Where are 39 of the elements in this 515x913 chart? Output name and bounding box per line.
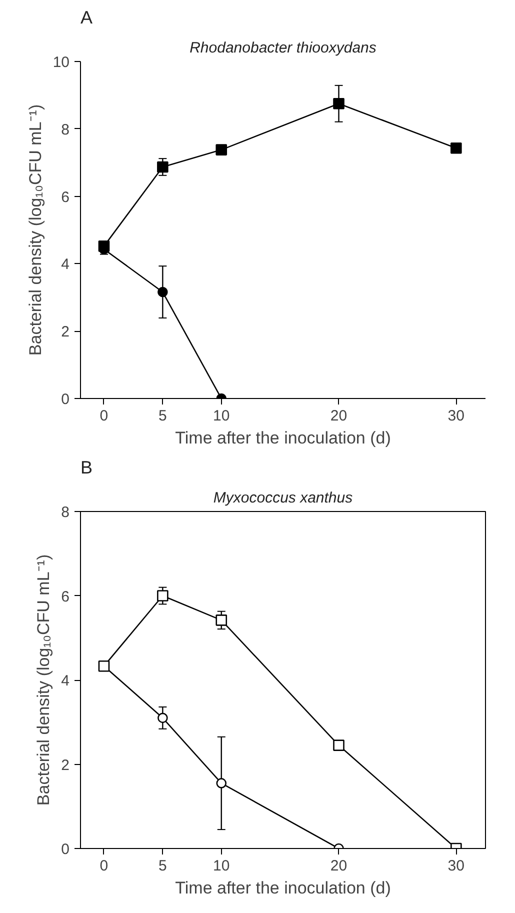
y-tick-label: 4 — [61, 672, 70, 690]
x-tick-label: 5 — [158, 408, 167, 424]
x-tick-label: 30 — [448, 858, 464, 874]
x-tick-label: 10 — [213, 408, 230, 424]
point — [450, 142, 462, 154]
point — [333, 98, 344, 110]
y-tick-label: 8 — [61, 504, 70, 521]
y-tick-label: 0 — [61, 391, 70, 408]
point — [158, 286, 168, 298]
x-tick-label: 20 — [330, 858, 348, 874]
y-axis-title: Bacterial density (log₁₀CFU mL⁻¹) — [34, 554, 54, 806]
y-tick-label: 6 — [61, 188, 70, 206]
y-tick-label: 0 — [61, 841, 70, 858]
point — [157, 161, 168, 173]
chart-title: Rhodanobacter thiooxydans — [190, 40, 377, 56]
y-tick-label: 10 — [52, 54, 70, 71]
x-tick-label: 0 — [100, 858, 108, 874]
point — [158, 712, 168, 724]
y-tick-label: 8 — [61, 121, 70, 138]
x-tick-label: 5 — [158, 858, 167, 874]
y-tick-label: 6 — [61, 588, 70, 606]
y-tick-label: 2 — [61, 756, 70, 774]
x-axis-title: Time after the inoculation (d) — [175, 878, 391, 898]
x-tick-label: 30 — [448, 408, 464, 424]
y-axis-title: Bacterial density (log₁₀CFU mL⁻¹) — [26, 104, 45, 356]
point — [333, 740, 344, 751]
y-tick-label: 4 — [61, 256, 70, 274]
point — [216, 144, 228, 156]
point — [157, 590, 168, 602]
point — [216, 614, 228, 626]
point — [98, 240, 110, 252]
text: A — [80, 8, 93, 28]
x-tick-label: 0 — [100, 408, 108, 424]
x-tick-label: 10 — [213, 858, 230, 874]
x-tick-label: 20 — [330, 408, 348, 424]
x-axis-title: Time after the inoculation (d) — [175, 428, 391, 448]
text: B — [80, 458, 93, 478]
chart-title: Myxococcus xanthus — [213, 490, 354, 506]
y-tick-label: 2 — [61, 324, 70, 341]
